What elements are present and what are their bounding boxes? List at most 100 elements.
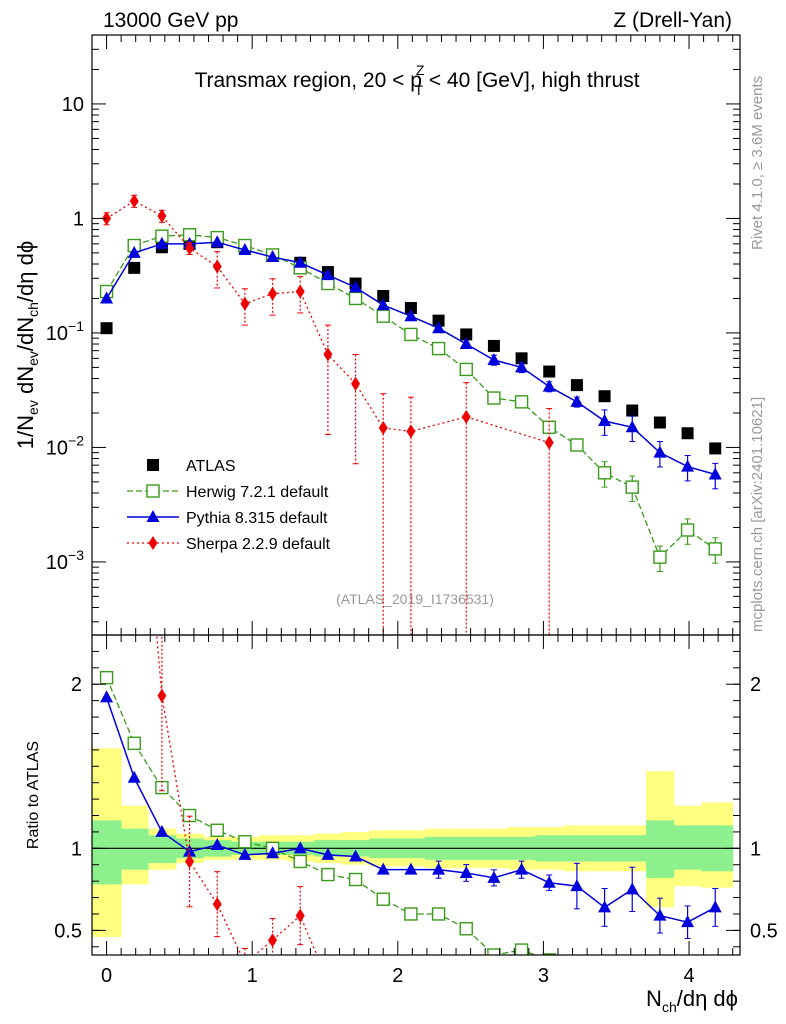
sherpa-point: [295, 908, 305, 923]
pythia-point: [100, 690, 114, 703]
atlas-data-point: [515, 352, 528, 365]
ratio-y-tick-label-left: 2: [71, 674, 82, 696]
band-inner-bin: [148, 835, 177, 864]
sherpa-point: [268, 286, 278, 301]
pythia-point: [321, 847, 335, 860]
atlas-data-point: [128, 261, 141, 274]
legend-label-herwig: Herwig 7.2.1 default: [186, 484, 329, 501]
pythia-point: [238, 242, 252, 255]
sherpa-point: [148, 536, 158, 550]
pythia-point: [404, 309, 418, 322]
herwig-point: [210, 823, 224, 837]
pythia-point: [653, 908, 667, 921]
x-tick-label: 1: [247, 965, 258, 987]
band-inner-bin: [646, 820, 675, 878]
herwig-point: [514, 395, 529, 409]
pythia-point: [432, 862, 446, 875]
sherpa-point: [268, 933, 278, 948]
herwig-point: [487, 948, 501, 955]
pythia-point: [321, 268, 335, 281]
pythia-point: [570, 879, 584, 892]
atlas-data-point: [100, 322, 113, 335]
ratio-y-axis-label: Ratio to ATLAS: [25, 741, 42, 849]
sherpa-point: [129, 193, 139, 208]
analysis-watermark: (ATLAS_2019_I1736531): [336, 591, 494, 607]
herwig-point: [653, 550, 667, 564]
pythia-point: [155, 236, 169, 249]
panel-title: Transmax region, 20 < pZ T < 40 [GeV], hi…: [194, 62, 639, 98]
y-tick-label: 10−3: [46, 547, 84, 574]
atlas-data-point: [626, 404, 639, 417]
pythia-series: [100, 235, 722, 490]
y-tick-base: 1: [73, 208, 84, 230]
sherpa-point: [157, 688, 167, 703]
pythia-point: [349, 280, 363, 293]
pythia-point: [183, 844, 197, 857]
herwig-point: [597, 466, 612, 480]
pythia-point: [100, 291, 114, 304]
sherpa-series: [102, 193, 554, 635]
atlas-data-point: [377, 290, 390, 303]
title-suffix: < 40 [GeV], high thrust: [423, 69, 640, 92]
atlas-data-point: [487, 339, 500, 352]
x-tick-label: 4: [683, 965, 694, 987]
y-tick-label: 10−2: [46, 432, 84, 459]
x-tick-label: 3: [538, 965, 549, 987]
y-tick-base: 10: [46, 323, 68, 345]
pythia-point: [708, 900, 722, 913]
herwig-point: [431, 907, 446, 921]
herwig-point: [238, 835, 252, 849]
y-tick-label: 1: [73, 208, 84, 230]
sherpa-point: [240, 296, 250, 311]
sherpa-point: [157, 209, 167, 224]
ratio-y-tick-label-left: 1: [71, 838, 82, 860]
atlas-data-point: [147, 459, 159, 471]
y-tick-exponent: −3: [68, 547, 84, 563]
y-tick-label: 10: [62, 94, 84, 116]
herwig-point: [459, 922, 473, 936]
legend-label-pythia: Pythia 8.315 default: [186, 510, 328, 527]
herwig-point: [680, 523, 695, 537]
herwig-point: [514, 943, 529, 955]
pythia-point: [127, 245, 141, 258]
pythia-point: [625, 882, 639, 895]
sherpa-point: [212, 897, 222, 912]
sherpa-point: [323, 347, 333, 362]
herwig-point: [376, 309, 390, 323]
herwig-point: [625, 480, 639, 494]
pythia-point: [127, 770, 141, 783]
herwig-point: [459, 362, 473, 377]
pythia-point: [487, 353, 501, 366]
herwig-point: [127, 736, 141, 751]
herwig-point: [570, 438, 584, 452]
atlas-data-point: [460, 328, 473, 341]
sherpa-line: [156, 635, 318, 955]
herwig-point: [708, 542, 722, 556]
title-sup: Z: [416, 62, 425, 78]
herwig-point: [293, 854, 307, 869]
y-tick-label: 10−1: [46, 318, 84, 345]
pythia-point: [459, 337, 473, 350]
pythia-point: [238, 847, 252, 860]
legend: ATLAS Herwig 7.2.1 default Pythia 8.315 de…: [127, 458, 331, 553]
y-tick-exponent: −2: [68, 432, 84, 448]
atlas-data-point: [404, 302, 417, 315]
pythia-point: [210, 838, 224, 851]
pythia-point: [155, 824, 169, 837]
x-tick-label: 2: [392, 965, 403, 987]
herwig-point: [404, 327, 418, 342]
herwig-series: [99, 670, 556, 955]
main-y-axis-label: 1/Nev dNev/dNch/dη dϕ: [13, 241, 41, 449]
pythia-point: [293, 841, 307, 854]
herwig-series: [99, 228, 722, 572]
herwig-point: [146, 484, 160, 498]
pythia-point: [542, 875, 556, 888]
pythia-point: [681, 915, 695, 928]
pythia-point: [376, 298, 390, 311]
herwig-point: [542, 420, 556, 434]
y-tick-base: 10: [46, 437, 68, 459]
atlas-data-point: [570, 379, 583, 392]
pythia-point: [708, 467, 722, 480]
mcplots-side-label: mcplots.cern.ch [arXiv:2401.10621]: [749, 397, 766, 632]
